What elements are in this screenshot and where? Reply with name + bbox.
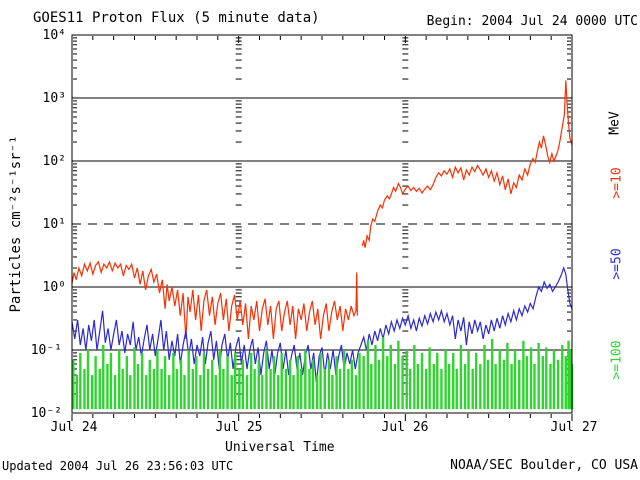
x-tick-label-jul27: Jul 27: [550, 420, 598, 435]
legend-entry-ge100: >=100: [609, 340, 625, 380]
begin-timestamp: Begin: 2004 Jul 24 0000 UTC: [426, 14, 638, 29]
y-tick-label-1e-2: 10⁻²: [30, 406, 62, 421]
x-tick-label-jul24: Jul 24: [50, 420, 98, 435]
y-tick-label-1e2: 10²: [42, 154, 66, 169]
x-tick-label-jul26: Jul 26: [381, 420, 429, 435]
x-axis-title: Universal Time: [225, 440, 335, 455]
legend-entry-ge50: >=50: [609, 248, 625, 280]
y-axis-title: Particles cm⁻²s⁻¹sr⁻¹: [8, 135, 24, 313]
updated-timestamp: Updated 2004 Jul 26 23:56:03 UTC: [2, 459, 234, 473]
legend-unit-label: MeV: [607, 111, 623, 135]
credit-text: NOAA/SEC Boulder, CO USA: [450, 458, 638, 473]
series-red-line: [71, 80, 573, 339]
plot-border: [71, 34, 573, 414]
chart-title: GOES11 Proton Flux (5 minute data): [33, 10, 320, 26]
y-tick-label-1e1: 10¹: [42, 217, 66, 232]
x-tick-label-jul25: Jul 25: [215, 420, 263, 435]
y-tick-label-1e-1: 10⁻¹: [30, 343, 62, 358]
y-tick-label-1e4: 10⁴: [42, 28, 66, 43]
legend-entry-ge10: >=10: [609, 167, 625, 199]
y-tick-label-1e0: 10⁰: [42, 280, 66, 295]
y-tick-label-1e3: 10³: [42, 91, 66, 106]
series-blue-line: [71, 266, 573, 383]
